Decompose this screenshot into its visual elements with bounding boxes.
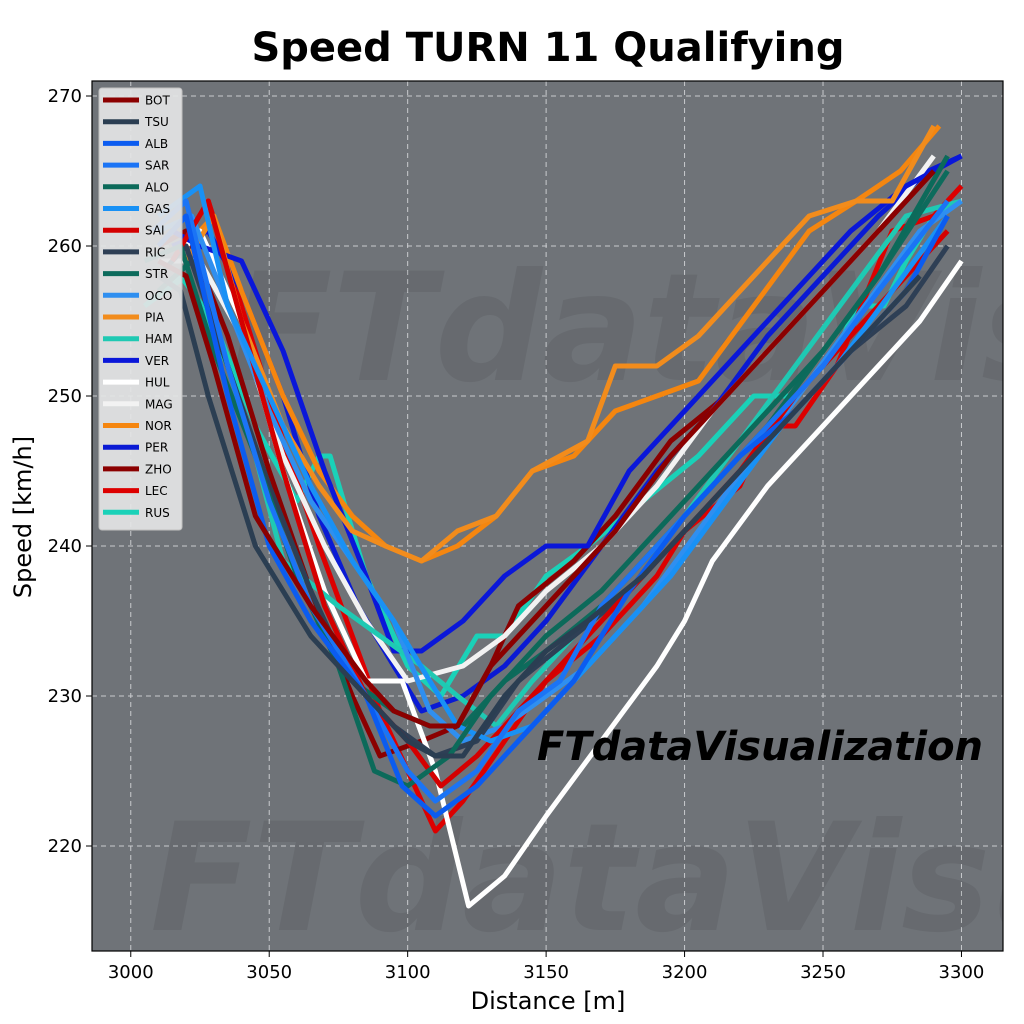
legend-label-sai: SAI xyxy=(145,224,165,238)
legend-label-ham: HAM xyxy=(145,332,173,346)
legend-label-tsu: TSU xyxy=(144,115,169,129)
legend-label-nor: NOR xyxy=(145,419,172,433)
x-axis-label: Distance [m] xyxy=(471,987,626,1015)
y-axis-label: Speed [km/h] xyxy=(9,436,37,598)
legend-label-zho: ZHO xyxy=(145,462,172,476)
y-tick-label: 240 xyxy=(48,536,82,557)
plot-frame xyxy=(91,80,1004,952)
legend-label-per: PER xyxy=(145,441,168,455)
legend-label-mag: MAG xyxy=(145,397,173,411)
x-tick-label: 3000 xyxy=(108,962,154,983)
series-line-sar xyxy=(151,198,950,804)
legend-label-hul: HUL xyxy=(145,376,170,390)
y-tick-label: 270 xyxy=(48,86,82,107)
series-line-bot xyxy=(157,169,936,729)
watermark-background: FTdataVisualization FTdataVisualization xyxy=(150,242,1024,966)
x-tick-label: 3100 xyxy=(385,962,431,983)
legend-label-bot: BOT xyxy=(145,94,170,108)
watermark-text: FTdataVisualization xyxy=(537,724,983,770)
legend-label-oco: OCO xyxy=(145,289,172,303)
legend-label-str: STR xyxy=(145,267,168,281)
legend-box xyxy=(98,87,183,531)
series-lines xyxy=(142,124,964,909)
y-tick-label: 250 xyxy=(48,386,82,407)
legend-label-alb: ALB xyxy=(145,137,168,151)
watermark-big-text: FTdataVisualization xyxy=(150,792,1024,966)
x-tick-label: 3200 xyxy=(662,962,708,983)
y-tick-label: 220 xyxy=(48,836,82,857)
legend-label-rus: RUS xyxy=(145,506,170,520)
series-line-ver xyxy=(171,153,963,654)
y-axis-ticks: 220 230 240 250 260 270 xyxy=(48,86,92,857)
x-tick-label: 3150 xyxy=(523,962,569,983)
legend-label-sar: SAR xyxy=(145,159,169,173)
x-tick-label: 3050 xyxy=(246,962,292,983)
x-tick-label: 3250 xyxy=(800,962,846,983)
x-axis-ticks: 3000 3050 3100 3150 3200 3250 3300 xyxy=(108,951,985,983)
legend: BOT TSU ALB SAR ALO GAS SAI RIC STR OCO PIA HAM VER H… xyxy=(98,87,183,531)
legend-label-gas: GAS xyxy=(145,202,170,216)
y-tick-label: 260 xyxy=(48,236,82,257)
legend-label-ver: VER xyxy=(145,354,169,368)
chart-title: Speed TURN 11 Qualifying xyxy=(251,25,844,71)
legend-label-ric: RIC xyxy=(145,245,165,259)
legend-label-pia: PIA xyxy=(145,311,165,325)
series-line-tsu xyxy=(157,273,922,759)
x-tick-label: 3300 xyxy=(939,962,985,983)
legend-label-lec: LEC xyxy=(145,484,168,498)
legend-label-alo: ALO xyxy=(145,180,169,194)
y-tick-label: 230 xyxy=(48,686,82,707)
